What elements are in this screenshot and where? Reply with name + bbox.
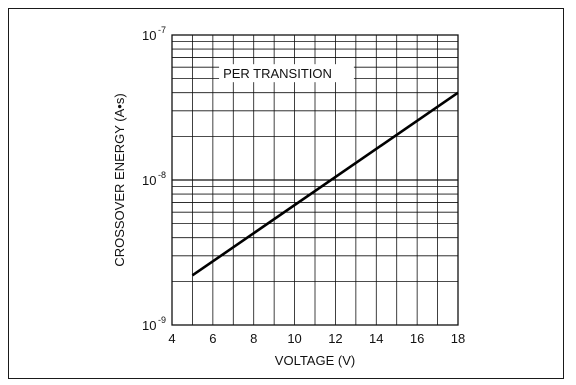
x-axis-title: VOLTAGE (V)	[275, 353, 355, 368]
y-tick-exponent: -9	[158, 315, 166, 325]
x-tick-label: 8	[250, 331, 257, 346]
x-tick-label: 12	[328, 331, 342, 346]
x-tick-label: 14	[369, 331, 383, 346]
series-line	[191, 91, 459, 277]
y-tick-exponent: -7	[158, 25, 166, 35]
x-tick-label: 18	[451, 331, 465, 346]
y-tick-exponent: -8	[158, 170, 166, 180]
x-tick-label: 16	[410, 331, 424, 346]
y-tick-label: 10	[142, 318, 156, 333]
y-tick-label: 10	[142, 28, 156, 43]
x-tick-label: 6	[209, 331, 216, 346]
y-axis-title: CROSSOVER ENERGY (A•s)	[112, 93, 127, 266]
x-tick-label: 4	[168, 331, 175, 346]
annotation-label: PER TRANSITION	[223, 66, 332, 81]
annotation-background	[219, 64, 354, 83]
plot-area	[171, 34, 459, 326]
y-tick-label: 10	[142, 173, 156, 188]
x-tick-label: 10	[287, 331, 301, 346]
